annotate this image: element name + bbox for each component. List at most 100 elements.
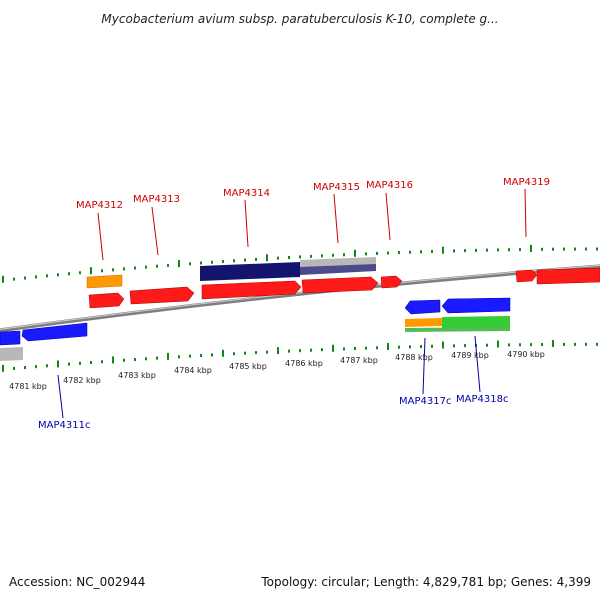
minor-tick: [200, 261, 202, 265]
minor-tick: [101, 360, 103, 364]
major-tick: [552, 339, 554, 347]
minor-tick: [123, 358, 125, 362]
rna-feature-orange[interactable]: [86, 274, 123, 289]
gene-labels: MAP4312 MAP4313 MAP4314 MAP4315 MAP4316 …: [38, 177, 550, 431]
minor-tick: [13, 277, 15, 281]
minor-tick: [376, 346, 378, 350]
leader-map4317c: [422, 337, 426, 395]
gene-arrow-map4319[interactable]: [536, 267, 600, 285]
gene-arrow-map4318c[interactable]: [441, 297, 511, 314]
major-tick: [57, 360, 59, 368]
feature-navy-map4314[interactable]: [200, 262, 300, 281]
major-tick: [167, 352, 169, 360]
gene-arrow-map4317c[interactable]: [404, 299, 441, 315]
minor-tick: [288, 349, 290, 353]
scale-label: 4781 kbp: [9, 382, 47, 391]
scale-label: 4790 kbp: [507, 350, 545, 359]
minor-tick: [233, 259, 235, 263]
gene-label-map4311c[interactable]: MAP4311c: [38, 420, 90, 431]
gene-arrow-map4316[interactable]: [380, 275, 403, 289]
minor-tick: [563, 342, 565, 346]
minor-tick: [530, 343, 532, 347]
gene-arrow-map4315[interactable]: [301, 276, 379, 294]
major-tick: [387, 342, 389, 350]
minor-tick: [46, 274, 48, 278]
minor-tick: [178, 355, 180, 359]
major-tick: [2, 275, 4, 283]
gene-label-map4319[interactable]: MAP4319: [503, 177, 550, 188]
minor-tick: [156, 264, 158, 268]
gene-label-map4317c[interactable]: MAP4317c: [399, 396, 451, 407]
minor-tick: [101, 269, 103, 273]
leader-map4312: [97, 212, 104, 261]
accession-text: Accession: NC_002944: [9, 575, 145, 589]
minor-tick: [134, 358, 136, 362]
minor-tick: [35, 275, 37, 279]
minor-tick: [79, 271, 81, 275]
leader-map4311c: [57, 374, 64, 419]
leader-map4318c: [474, 335, 481, 393]
scale-label: 4784 kbp: [174, 366, 212, 375]
scale-label: 4782 kbp: [63, 376, 101, 385]
minor-tick: [409, 345, 411, 349]
minor-tick: [508, 248, 510, 252]
feature-green-map4318c[interactable]: [442, 316, 510, 329]
gene-label-map4313[interactable]: MAP4313: [133, 194, 180, 205]
gene-label-map4316[interactable]: MAP4316: [366, 180, 413, 191]
gene-label-map4315[interactable]: MAP4315: [313, 182, 360, 193]
scale-label: 4786 kbp: [285, 359, 323, 368]
minor-tick: [464, 344, 466, 348]
major-tick: [530, 244, 532, 252]
feature-green-strip[interactable]: [405, 327, 510, 332]
gene-label-map4314[interactable]: MAP4314: [223, 188, 270, 199]
minor-tick: [255, 257, 257, 261]
minor-tick: [453, 249, 455, 253]
minor-tick: [585, 342, 587, 346]
gene-arrow-map4310c[interactable]: [0, 330, 21, 346]
minor-tick: [497, 248, 499, 252]
minor-tick: [24, 276, 26, 280]
minor-tick: [310, 348, 312, 352]
minor-tick: [541, 247, 543, 251]
minor-tick: [156, 356, 158, 360]
feature-gray-map4315[interactable]: [300, 257, 376, 267]
major-tick: [178, 260, 180, 268]
minor-tick: [299, 349, 301, 353]
gene-arrow-map4313[interactable]: [129, 286, 195, 305]
gene-arrow-map4314[interactable]: [201, 280, 302, 300]
gene-arrow-map4311c[interactable]: [21, 322, 88, 342]
scale-label: 4788 kbp: [395, 353, 433, 362]
gene-arrow-map4312[interactable]: [88, 292, 125, 309]
minor-tick: [453, 344, 455, 348]
minor-tick: [299, 255, 301, 259]
feature-gray-left[interactable]: [0, 347, 23, 361]
gene-label-map4312[interactable]: MAP4312: [76, 200, 123, 211]
scale-label: 4785 kbp: [229, 362, 267, 371]
minor-tick: [431, 344, 433, 348]
minor-tick: [574, 247, 576, 251]
minor-tick: [596, 342, 598, 346]
outer-tick-row: [2, 244, 598, 283]
minor-tick: [475, 248, 477, 252]
major-tick: [266, 254, 268, 262]
minor-tick: [244, 258, 246, 262]
minor-tick: [57, 273, 59, 277]
gene-label-map4318c[interactable]: MAP4318c: [456, 394, 508, 405]
leader-map4315: [333, 193, 339, 244]
major-tick: [222, 349, 224, 357]
major-tick: [2, 364, 4, 372]
minor-tick: [519, 343, 521, 347]
minor-tick: [90, 361, 92, 365]
gene-arrow-map4318-fwd[interactable]: [515, 269, 538, 283]
minor-tick: [398, 345, 400, 349]
minor-tick: [189, 354, 191, 358]
minor-tick: [365, 252, 367, 256]
minor-tick: [189, 262, 191, 266]
scale-label: 4787 kbp: [340, 356, 378, 365]
rna-feature-orange-reverse[interactable]: [405, 318, 442, 327]
minor-tick: [464, 249, 466, 253]
minor-tick: [222, 260, 224, 264]
leader-map4319: [524, 188, 527, 238]
leader-map4314: [244, 199, 249, 248]
minor-tick: [486, 248, 488, 252]
